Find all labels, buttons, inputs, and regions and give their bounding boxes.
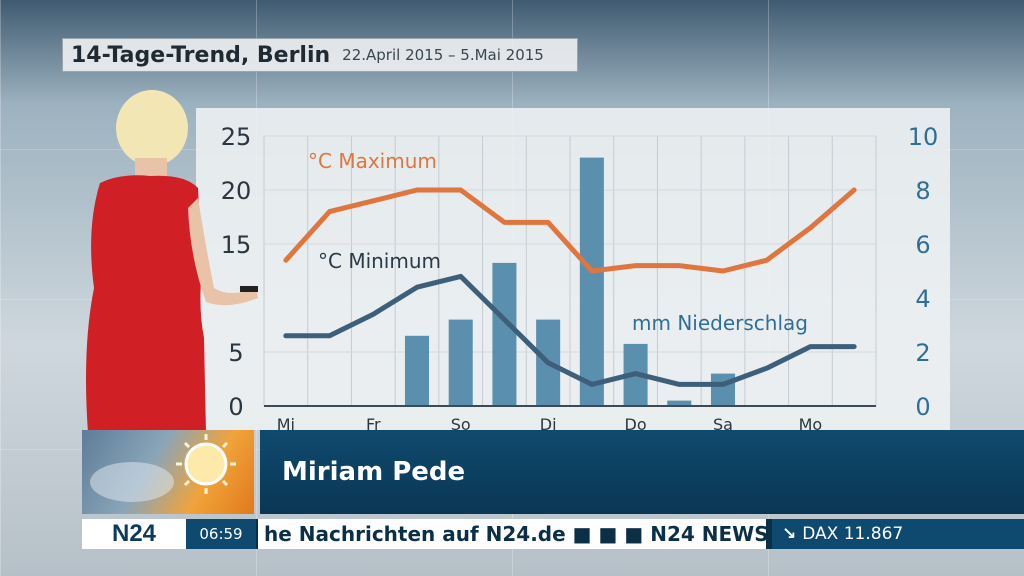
x-tick-label: Fr xyxy=(366,415,381,430)
sun-icon xyxy=(90,434,236,502)
news-crawl: he Nachrichten auf N24.de ■ ■ ■ N24 NEWS… xyxy=(258,519,766,549)
name-bar: Miriam Pede xyxy=(260,430,1024,514)
channel-logo-text: N24 xyxy=(111,520,157,547)
weather-thumbnail xyxy=(82,430,254,514)
y-left-tick-label: 20 xyxy=(221,177,252,205)
series-label: °C Maximum xyxy=(308,149,437,173)
presenter-hair xyxy=(116,90,188,166)
precip-bar xyxy=(667,400,692,406)
lower-third: Miriam Pede xyxy=(82,430,1024,514)
y-right-tick-label: 10 xyxy=(908,123,939,151)
y-right-tick-label: 8 xyxy=(915,177,930,205)
precip-bar xyxy=(710,373,736,406)
clock: 06:59 xyxy=(186,519,256,549)
series-label: °C Minimum xyxy=(318,249,441,273)
chart-date-range: 22.April 2015 – 5.Mai 2015 xyxy=(342,46,544,64)
x-tick-label: So xyxy=(451,415,471,430)
chart-title: 14-Tage-Trend, Berlin xyxy=(71,42,331,68)
dax-index: ↘ DAX 11.867 xyxy=(772,519,1024,549)
presenter-arm xyxy=(188,198,258,306)
weather-chart: 0 5 15 20 25 0 2 4 6 8 10 Mi Fr So Di Do Sa Mo °C Maximum °… xyxy=(221,123,939,430)
presenter-dress xyxy=(86,175,206,433)
chart-panel: 0 5 15 20 25 0 2 4 6 8 10 Mi Fr So Di Do Sa Mo °C Maximum °… xyxy=(196,108,950,430)
y-left-tick-label: 5 xyxy=(228,339,243,367)
y-left-tick-label: 15 xyxy=(221,231,252,259)
x-tick-label: Mi xyxy=(277,415,295,430)
x-tick-label: Sa xyxy=(713,415,733,430)
y-left-tick-label: 25 xyxy=(221,123,252,151)
x-tick-label: Do xyxy=(625,415,647,430)
chart-title-box: 14-Tage-Trend, Berlin 22.April 2015 – 5.… xyxy=(62,38,578,72)
news-ticker: N24 06:59 he Nachrichten auf N24.de ■ ■ … xyxy=(82,519,1024,549)
dax-value: DAX 11.867 xyxy=(802,524,904,544)
series-label: mm Niederschlag xyxy=(632,311,808,335)
y-left-tick-label: 0 xyxy=(228,393,243,421)
presenter-clicker xyxy=(240,286,258,292)
x-tick-label: Mo xyxy=(799,415,823,430)
presenter-figure xyxy=(86,90,258,433)
y-right-tick-label: 0 xyxy=(915,393,930,421)
presenter-name: Miriam Pede xyxy=(282,457,466,487)
precip-bar xyxy=(404,335,430,406)
min-temp-line xyxy=(283,273,857,387)
channel-logo: N24 xyxy=(82,519,186,549)
max-temp-line xyxy=(283,187,857,274)
precip-bar xyxy=(448,319,473,406)
x-tick-label: Di xyxy=(540,415,557,430)
precip-bar xyxy=(579,157,604,406)
y-right-tick-label: 2 xyxy=(915,339,930,367)
precip-bar xyxy=(492,262,517,406)
y-right-tick-label: 4 xyxy=(915,285,930,313)
trend-down-icon: ↘ xyxy=(782,524,797,544)
y-right-tick-label: 6 xyxy=(915,231,930,259)
